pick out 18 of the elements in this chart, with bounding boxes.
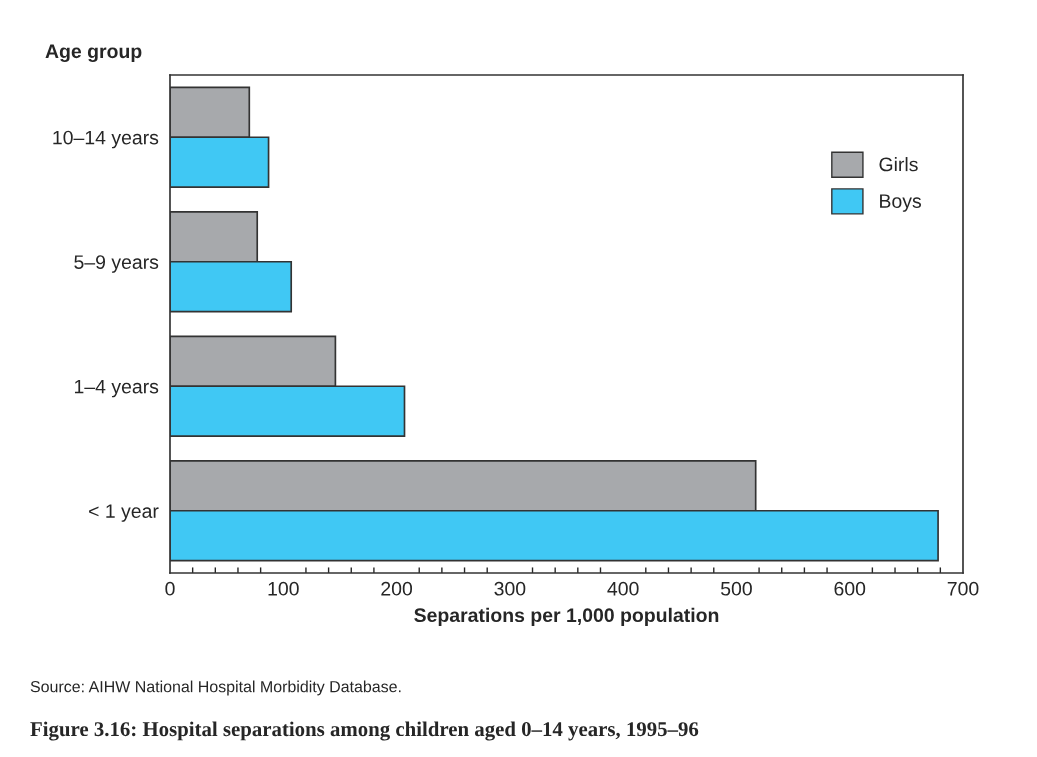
x-tick-label: 500 xyxy=(720,581,752,596)
y-tick-label: < 1 year xyxy=(89,504,159,522)
x-tick-label: 600 xyxy=(834,581,866,596)
source-note: Source: AIHW National Hospital Morbidity Database. xyxy=(30,680,401,696)
y-tick-label: 10–14 years xyxy=(53,130,159,149)
legend-label: Girls xyxy=(879,157,918,172)
x-tick-label: 200 xyxy=(381,581,413,596)
x-tick-label: 100 xyxy=(268,581,299,596)
y-tick-label: 5–9 years xyxy=(74,255,159,273)
x-axis-title: Separations per 1,000 population xyxy=(414,607,719,626)
text: Figure 3.16: Hospital separations among children aged 0–14 years, 1995–96 xyxy=(30,721,699,741)
x-tick-label: 400 xyxy=(607,581,639,596)
y-axis-title: Age group xyxy=(45,44,142,63)
y-tick-label: 1–4 years xyxy=(74,379,159,398)
x-tick-label: 700 xyxy=(947,581,979,596)
x-tick-label: 300 xyxy=(494,581,526,596)
x-tick-label: 0 xyxy=(165,581,175,596)
legend-label: Boys xyxy=(880,194,922,212)
